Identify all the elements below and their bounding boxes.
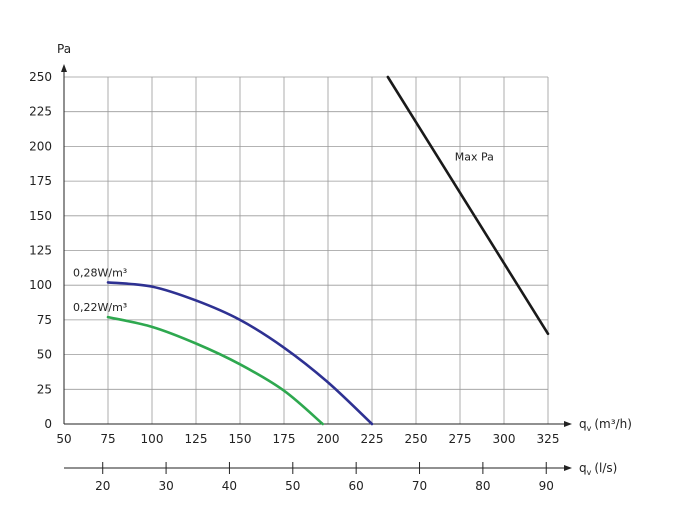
y-tick-label-125: 125: [29, 244, 52, 258]
grid: [63, 76, 549, 425]
x-tick-label-125: 125: [185, 432, 208, 446]
series-line-0: [106, 281, 374, 426]
secondary-x-axis-title-prefix: q: [579, 461, 587, 475]
x-tick-label-325: 325: [537, 432, 560, 446]
y-tick-label-200: 200: [29, 139, 52, 153]
x-tick-label-225: 225: [361, 432, 384, 446]
y-tick-label-250: 250: [29, 70, 52, 84]
secondary-x-axis-title: qv (l/s): [579, 461, 617, 477]
x-tick-label-300: 300: [493, 432, 516, 446]
y-axis-arrow: [61, 64, 67, 72]
y-axis-title: Pa: [57, 42, 71, 56]
series-line-1: [106, 315, 325, 426]
secondary-x-tick-label-40: 40: [222, 479, 237, 493]
x-axis-title-sub: v: [587, 424, 592, 433]
y-tick-label-25: 25: [37, 382, 52, 396]
x-tick-labels: 50 75 100 125 150 175 200 225 250 275 300 325: [56, 432, 559, 446]
series-lines: [106, 75, 550, 426]
secondary-x-axis: 20 30 40 50 60 70 80 90: [64, 462, 572, 493]
y-tick-label-150: 150: [29, 209, 52, 223]
x-axis-arrow: [564, 421, 572, 427]
x-tick-label-275: 275: [449, 432, 472, 446]
secondary-x-tick-label-60: 60: [349, 479, 364, 493]
secondary-x-axis-title-unit: (l/s): [594, 461, 617, 475]
x-axis-title-unit: (m³/h): [594, 417, 632, 431]
x-tick-label-175: 175: [273, 432, 296, 446]
x-tick-label-250: 250: [405, 432, 428, 446]
x-axis-title-prefix: q: [579, 417, 587, 431]
secondary-x-tick-label-70: 70: [412, 479, 427, 493]
y-tick-label-175: 175: [29, 174, 52, 188]
y-tick-labels: 0 25 50 75 100 125 150 175 200 225 250: [29, 70, 52, 431]
series-label-2: Max Pa: [455, 150, 494, 163]
secondary-x-axis-title-sub: v: [587, 468, 592, 477]
x-tick-label-50: 50: [56, 432, 71, 446]
x-tick-label-150: 150: [229, 432, 252, 446]
y-tick-label-100: 100: [29, 278, 52, 292]
x-tick-label-100: 100: [141, 432, 164, 446]
axes: [61, 64, 572, 427]
y-tick-label-75: 75: [37, 313, 52, 327]
x-axis-title: qv (m³/h): [579, 417, 632, 433]
secondary-x-tick-label-80: 80: [475, 479, 490, 493]
y-tick-label-225: 225: [29, 105, 52, 119]
series-labels: 0,28W/m³ 0,22W/m³ Max Pa: [73, 150, 494, 314]
secondary-x-axis-arrow: [564, 465, 572, 471]
series-line-2: [386, 75, 550, 336]
y-tick-label-50: 50: [37, 348, 52, 362]
series-label-1: 0,22W/m³: [73, 301, 127, 314]
secondary-x-tick-label-90: 90: [539, 479, 554, 493]
secondary-x-tick-label-50: 50: [285, 479, 300, 493]
secondary-x-tick-label-30: 30: [158, 479, 173, 493]
series-label-0: 0,28W/m³: [73, 266, 127, 279]
x-tick-label-200: 200: [317, 432, 340, 446]
secondary-x-tick-label-20: 20: [95, 479, 110, 493]
y-tick-label-0: 0: [44, 417, 52, 431]
x-tick-label-75: 75: [100, 432, 115, 446]
